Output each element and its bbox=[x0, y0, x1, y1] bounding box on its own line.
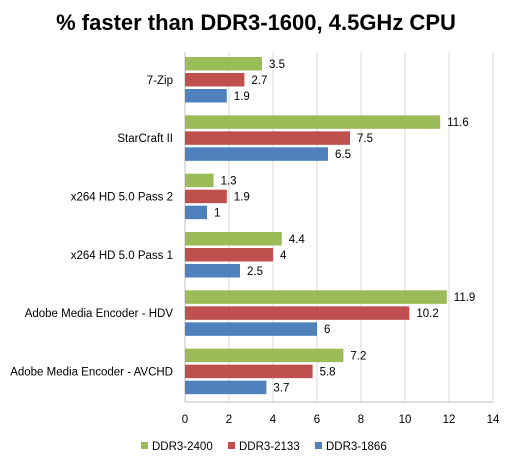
x-tick-label: 14 bbox=[487, 414, 500, 426]
bar-ddr3-1866-x264-hd-5-0-pass-2 bbox=[185, 205, 207, 220]
data-label: 10.2 bbox=[416, 308, 438, 320]
data-label: 6 bbox=[324, 324, 330, 336]
bar-ddr3-1866-x264-hd-5-0-pass-1 bbox=[185, 264, 240, 278]
data-label: 4.4 bbox=[289, 234, 306, 246]
data-label: 2.5 bbox=[247, 266, 263, 278]
data-label: 11.9 bbox=[454, 292, 476, 304]
data-label: 2.7 bbox=[251, 75, 267, 87]
x-tick-label: 0 bbox=[182, 414, 188, 426]
bar-ddr3-1866-7-zip bbox=[185, 89, 227, 103]
bar-ddr3-1866-adobe-media-encoder-avchd bbox=[185, 380, 267, 395]
x-tick-labels: 0 2 4 6 8 10 12 14 bbox=[182, 414, 500, 426]
x-tick-label: 10 bbox=[399, 414, 412, 426]
data-label: 11.6 bbox=[447, 117, 469, 129]
data-label: 3.5 bbox=[269, 59, 285, 71]
category-label: x264 HD 5.0 Pass 2 bbox=[71, 191, 173, 203]
data-label: 7.2 bbox=[350, 350, 366, 362]
x-tick-label: 12 bbox=[443, 414, 456, 426]
bar-ddr3-1866-adobe-media-encoder-hdv bbox=[185, 322, 317, 336]
bar-ddr3-2133-adobe-media-encoder-avchd bbox=[185, 364, 313, 379]
legend-swatch-ddr3-1866 bbox=[315, 442, 322, 449]
category-label: StarCraft II bbox=[117, 133, 173, 145]
data-label: 5.8 bbox=[320, 366, 336, 378]
legend-swatch-ddr3-2133 bbox=[228, 442, 235, 449]
bar-ddr3-1866-starcraft-ii bbox=[185, 147, 328, 161]
bar-ddr3-2400-x264-hd-5-0-pass-2 bbox=[185, 173, 214, 188]
category-label: x264 HD 5.0 Pass 1 bbox=[71, 250, 173, 262]
x-tick-label: 2 bbox=[226, 414, 232, 426]
data-label: 4 bbox=[280, 250, 287, 262]
bar-ddr3-2400-starcraft-ii bbox=[185, 115, 441, 129]
data-label: 7.5 bbox=[357, 133, 373, 145]
legend-swatch-ddr3-2400 bbox=[141, 442, 148, 449]
legend-label: DDR3-2133 bbox=[239, 441, 300, 453]
category-label: Adobe Media Encoder - HDV bbox=[25, 308, 174, 320]
data-label: 1 bbox=[214, 207, 220, 219]
bar-ddr3-2133-x264-hd-5-0-pass-2 bbox=[185, 189, 227, 204]
value-labels: 3.52.71.911.67.56.51.31.914.442.511.910.… bbox=[214, 59, 475, 395]
bar-ddr3-2133-adobe-media-encoder-hdv bbox=[185, 306, 410, 320]
bar-ddr3-2400-7-zip bbox=[185, 57, 262, 71]
category-labels: 7-Zip StarCraft II x264 HD 5.0 Pass 2 x264 … bbox=[10, 75, 173, 379]
x-tick-label: 4 bbox=[270, 414, 277, 426]
bar-ddr3-2133-starcraft-ii bbox=[185, 131, 350, 145]
bar-ddr3-2133-7-zip bbox=[185, 73, 245, 87]
gridlines bbox=[184, 52, 494, 403]
bar-ddr3-2400-adobe-media-encoder-avchd bbox=[185, 348, 344, 363]
bar-ddr3-2133-x264-hd-5-0-pass-1 bbox=[185, 248, 273, 262]
bar-ddr3-2400-x264-hd-5-0-pass-1 bbox=[185, 232, 282, 246]
data-label: 6.5 bbox=[335, 149, 351, 161]
category-label: 7-Zip bbox=[147, 75, 173, 87]
x-tick-label: 6 bbox=[314, 414, 320, 426]
bars bbox=[185, 57, 447, 395]
legend-label: DDR3-1866 bbox=[326, 441, 387, 453]
data-label: 1.3 bbox=[221, 175, 237, 187]
x-tick-label: 8 bbox=[358, 414, 364, 426]
category-label: Adobe Media Encoder - AVCHD bbox=[10, 366, 173, 378]
legend-label: DDR3-2400 bbox=[152, 441, 213, 453]
bar-ddr3-2400-adobe-media-encoder-hdv bbox=[185, 290, 447, 304]
data-label: 3.7 bbox=[273, 382, 289, 394]
chart-title: % faster than DDR3-1600, 4.5GHz CPU bbox=[56, 10, 456, 35]
data-label: 1.9 bbox=[234, 91, 250, 103]
data-label: 1.9 bbox=[234, 191, 250, 203]
legend: DDR3-2400 DDR3-2133 DDR3-1866 bbox=[141, 441, 387, 453]
